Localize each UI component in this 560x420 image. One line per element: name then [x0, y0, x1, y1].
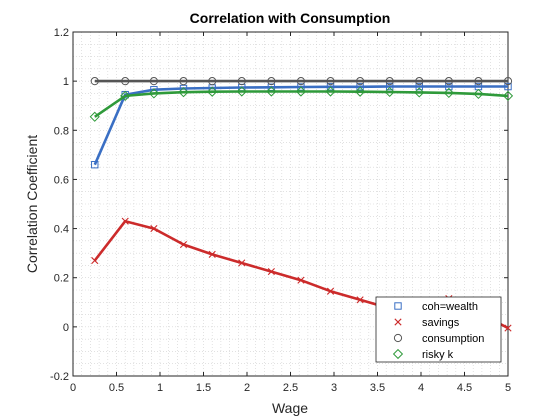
diamond-marker: [473, 88, 484, 100]
circle-marker: [444, 77, 453, 86]
circle-marker: [237, 77, 246, 86]
x-marker: [179, 240, 188, 249]
circle-marker: [474, 77, 483, 86]
x-tick-label: 1.5: [196, 382, 211, 394]
y-tick-label: 0.6: [54, 174, 69, 186]
diamond-marker: [295, 86, 307, 97]
diamond-marker: [207, 86, 218, 97]
diamond-marker: [89, 111, 100, 122]
x-tick-label: 0.5: [109, 382, 124, 394]
square-marker: [415, 82, 423, 91]
x-marker: [356, 296, 364, 304]
x-tick-label: 0: [70, 382, 76, 394]
square-marker: [356, 83, 364, 91]
square-marker: [504, 82, 512, 91]
y-axis-title: Correlation Coefficient: [24, 135, 40, 273]
x-axis-title: Wage: [272, 400, 308, 416]
circle-marker: [415, 77, 424, 86]
diamond-marker: [148, 88, 160, 99]
y-tick-label: 0.4: [54, 224, 69, 236]
series-line: [94, 90, 509, 118]
diamond-marker: [178, 87, 189, 98]
x-tick-label: 2.5: [283, 382, 298, 394]
diamond-marker: [266, 86, 277, 97]
circle-marker: [179, 77, 188, 86]
diamond-marker: [443, 87, 454, 99]
square-marker: [326, 83, 335, 91]
x-tick-label: 2: [244, 382, 250, 394]
axis-ticks: 0 0.5 1 1.5 2 2.5 3 3.5 4 4.5 5-0.200.20.40.60.811…: [50, 27, 511, 394]
diamond-marker: [236, 86, 247, 97]
y-tick-label: -0.2: [50, 371, 69, 383]
circle-marker: [503, 77, 513, 86]
diamond-marker: [384, 86, 395, 98]
diamond-marker: [354, 86, 366, 97]
series-risky-k: [89, 86, 514, 122]
x-marker: [91, 256, 99, 265]
square-marker: [445, 82, 453, 91]
circle-marker: [385, 77, 394, 86]
x-tick-label: 4.5: [457, 382, 472, 394]
x-marker: [150, 224, 158, 233]
square-marker: [91, 160, 99, 169]
x-tick-label: 3: [331, 382, 337, 394]
legend-label: coh=wealth: [422, 301, 478, 313]
y-tick-label: 0: [63, 322, 69, 334]
square-marker: [394, 302, 402, 310]
circle-marker: [121, 77, 130, 86]
y-tick-label: 1.2: [54, 27, 69, 39]
legend-label: savings: [422, 317, 460, 329]
x-marker: [297, 276, 305, 284]
circle-marker: [208, 77, 217, 86]
chart-title: Correlation with Consumption: [190, 10, 391, 26]
circle-marker: [149, 77, 159, 86]
y-tick-label: 1: [63, 76, 69, 88]
legend-label: risky k: [422, 349, 454, 361]
y-tick-label: 0.8: [54, 125, 69, 137]
circle-marker: [393, 333, 403, 343]
diamond-marker: [502, 90, 514, 101]
x-marker: [208, 250, 216, 258]
circle-marker: [296, 77, 306, 86]
x-marker: [238, 259, 246, 267]
x-marker: [394, 318, 402, 326]
series-consumption: [90, 77, 513, 86]
diamond-marker: [414, 87, 425, 98]
x-marker: [121, 217, 129, 225]
circle-marker: [267, 77, 276, 86]
square-marker: [385, 82, 394, 91]
x-tick-label: 1: [157, 382, 163, 394]
diamond-marker: [392, 348, 404, 360]
diamond-marker: [120, 90, 131, 101]
x-marker: [267, 267, 275, 276]
circle-marker: [90, 77, 99, 86]
x-marker: [326, 287, 335, 295]
x-tick-label: 3.5: [370, 382, 385, 394]
circle-marker: [326, 77, 335, 86]
legend-label: consumption: [422, 333, 484, 345]
legend: coh=wealth savings consumption risky k: [375, 296, 502, 363]
y-tick-label: 0.2: [54, 273, 69, 285]
x-marker: [504, 324, 512, 332]
x-tick-label: 4: [418, 382, 424, 394]
diamond-marker: [325, 86, 336, 97]
x-tick-label: 5: [505, 382, 511, 394]
circle-marker: [356, 77, 365, 86]
